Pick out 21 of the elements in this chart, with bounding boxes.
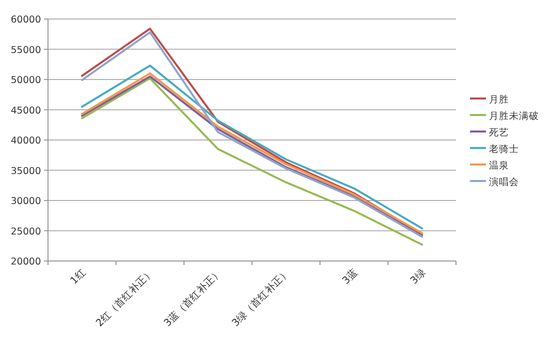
y-tick-label: 30000 xyxy=(10,196,41,207)
y-tick-label: 60000 xyxy=(10,14,41,26)
x-tick-label: 3蓝 xyxy=(340,266,360,287)
x-tick-label: 1红 xyxy=(68,266,88,287)
y-tick-label: 25000 xyxy=(10,226,41,238)
x-tick-label: 3蓝（首红补正） xyxy=(162,266,224,330)
y-tick-label: 55000 xyxy=(10,44,41,56)
y-tick-label: 50000 xyxy=(10,75,41,86)
legend-label: 老骑士 xyxy=(489,143,519,155)
x-tick-label: 2红（首红补正） xyxy=(94,266,156,330)
y-tick-label: 40000 xyxy=(10,136,41,146)
legend-label: 死艺 xyxy=(489,126,509,138)
legend-label: 月胜 xyxy=(489,94,509,106)
y-tick-label: 45000 xyxy=(10,105,41,116)
x-tick-label: 3绿（首红补正） xyxy=(230,266,292,330)
legend-label: 月胜未满破 xyxy=(489,110,539,122)
y-tick-label: 35000 xyxy=(10,166,41,177)
legend-label: 温泉 xyxy=(489,160,509,172)
y-tick-label: 20000 xyxy=(10,256,41,268)
legend-label: 演唱会 xyxy=(489,176,519,188)
x-tick-label: 3绿 xyxy=(408,267,428,287)
